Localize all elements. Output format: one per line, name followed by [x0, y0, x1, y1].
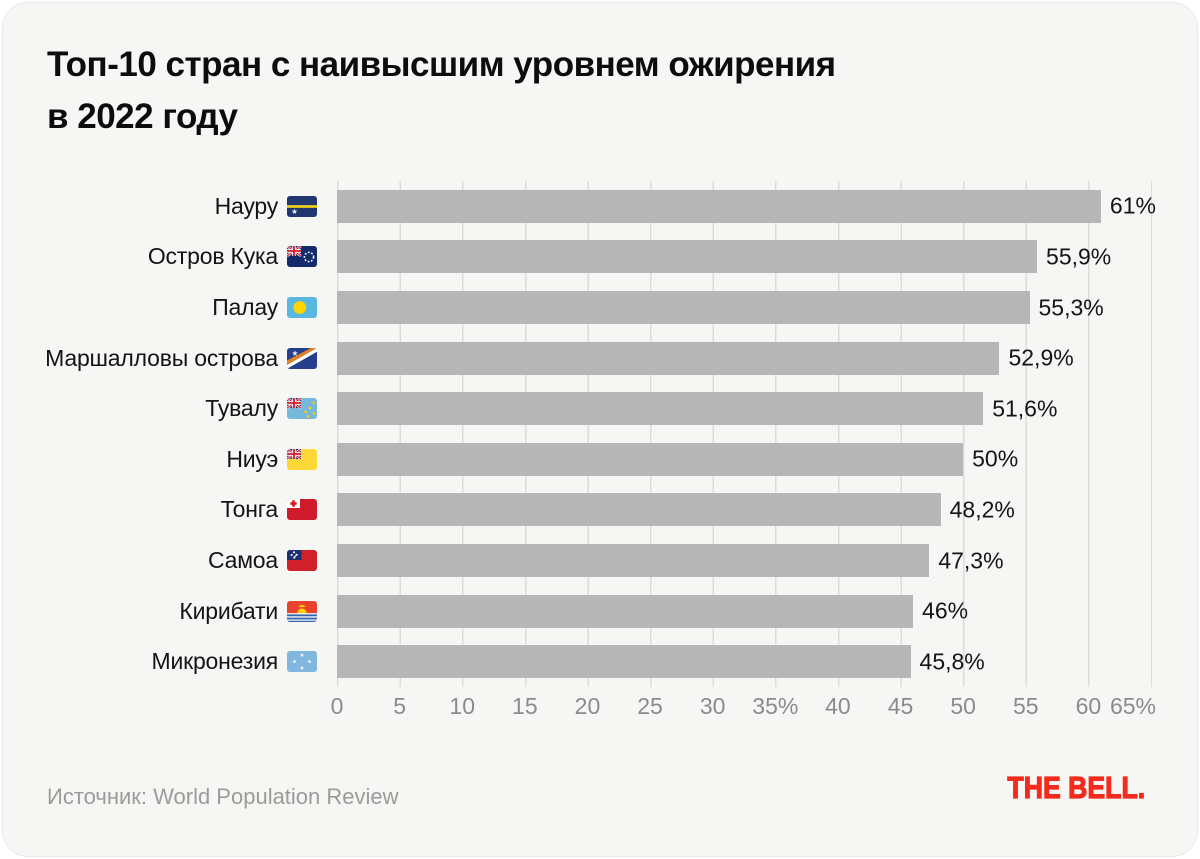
x-axis-tick-label: 35%: [752, 693, 799, 719]
country-label: Тонга: [220, 496, 279, 523]
country-label: Палау: [212, 293, 278, 320]
marshall-islands-flag-icon: [287, 347, 317, 369]
country-label-row: Ниуэ: [47, 434, 317, 485]
country-label: Тувалу: [205, 395, 278, 422]
bar-row-2: 55,3%: [337, 291, 1104, 324]
samoa-flag-icon: [287, 549, 317, 571]
country-label-row: Кирибати: [47, 586, 317, 637]
country-label-row: Тонга: [47, 485, 317, 536]
value-label: 47,3%: [938, 547, 1004, 573]
country-label: Науру: [214, 192, 279, 219]
country-label-row: Остров Кука: [47, 232, 317, 283]
value-label: 51,6%: [992, 395, 1058, 422]
country-label-row: Науру: [47, 181, 317, 232]
bar-row-4: 51,6%: [337, 392, 1057, 426]
country-label-row: Микронезия: [47, 636, 317, 687]
x-axis-tick-label: 15: [512, 693, 538, 719]
title-line-1: Топ-10 стран с наивысшим уровнем ожирени…: [47, 45, 836, 84]
bar-row-5: 50%: [337, 442, 1018, 476]
tonga-flag-icon: [287, 499, 317, 521]
page-title: Топ-10 стран с наивысшим уровнем ожирени…: [47, 39, 836, 143]
country-label: Микронезия: [151, 648, 279, 675]
value-label: 61%: [1109, 192, 1156, 219]
value-label: 48,2%: [949, 496, 1015, 523]
source-note: Источник: World Population Review: [47, 784, 399, 809]
palau-flag-icon: [287, 296, 317, 318]
x-axis-tick-label: 0: [330, 693, 344, 719]
x-axis-tick-label: 65%: [1109, 693, 1157, 719]
micronesia-flag-icon: [287, 651, 317, 673]
x-axis-tick-label: 30: [699, 693, 726, 719]
x-axis-tick-label: 45: [887, 693, 914, 719]
bar-row-8: 46%: [337, 594, 968, 628]
x-axis-tick-label: 40: [825, 693, 851, 719]
bar-row-7: 47,3%: [337, 544, 1004, 577]
bar-row-3: 52,9%: [337, 341, 1074, 375]
tuvalu-flag-icon: [287, 398, 317, 420]
x-axis-tick-label: 60: [1075, 693, 1102, 719]
x-axis: 0 5 10 15 20 25 30 35% 40 45 50 55 60 65%: [331, 693, 1156, 723]
country-label-row: Самоа: [47, 535, 317, 586]
value-label: 55,9%: [1046, 243, 1112, 270]
value-label: 55,3%: [1038, 294, 1104, 320]
niue-flag-icon: [287, 448, 317, 470]
x-axis-tick-label: 20: [574, 693, 601, 719]
the-bell-logo: THE BELL.: [1007, 769, 1146, 805]
country-label-row: Тувалу: [47, 383, 317, 434]
country-label: Остров Кука: [147, 243, 278, 270]
bar-row-9: 45,8%: [337, 645, 985, 679]
country-label-row: Маршалловы острова: [45, 333, 317, 384]
x-axis-tick-label: 25: [637, 693, 663, 719]
x-axis-tick-label: 50: [950, 693, 976, 719]
bar-row-6: 48,2%: [337, 493, 1015, 527]
bar-row-1: 55,9%: [337, 240, 1111, 274]
cook-islands-flag-icon: [287, 246, 317, 268]
value-label: 45,8%: [919, 648, 985, 675]
country-label: Кирибати: [179, 597, 278, 624]
x-axis-tick-label: 55: [1012, 693, 1039, 719]
country-label: Ниуэ: [226, 445, 278, 472]
nauru-flag-icon: [287, 195, 317, 217]
bar-row-0: 61%: [337, 189, 1156, 223]
value-label: 46%: [922, 597, 969, 624]
plot-area: 61% 55,9% 55,3% 52,9% 51,6% 50% 48,2% 47…: [337, 181, 1156, 687]
country-label: Самоа: [207, 546, 278, 573]
country-label: Маршалловы острова: [45, 344, 278, 371]
x-axis-tick-label: 10: [449, 693, 476, 719]
value-label: 52,9%: [1008, 344, 1074, 371]
title-line-2: в 2022 году: [47, 97, 238, 136]
value-label: 50%: [972, 445, 1019, 472]
kiribati-flag-icon: [287, 600, 317, 622]
x-axis-tick-label: 5: [393, 693, 407, 719]
country-label-row: Палау: [47, 282, 317, 333]
country-labels: Науру Остров Кука Пала: [45, 181, 317, 687]
